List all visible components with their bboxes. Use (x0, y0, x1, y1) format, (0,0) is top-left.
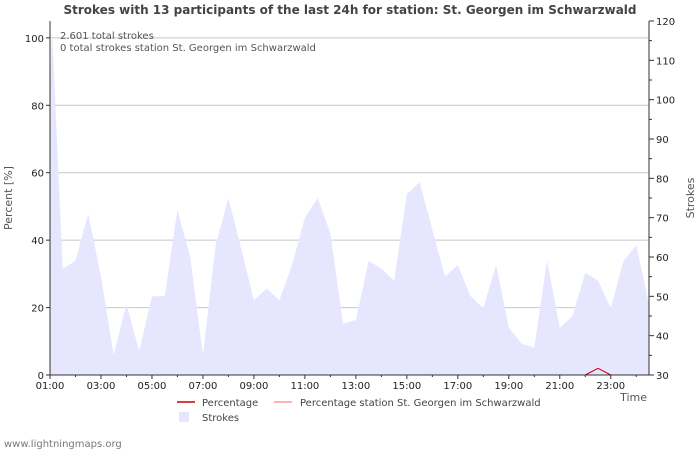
info-total-strokes: 2.601 total strokes (60, 31, 154, 42)
x-tick-label: 11:00 (290, 381, 319, 392)
percentage-line (585, 367, 612, 376)
x-tick-label: 15:00 (392, 381, 421, 392)
left-tick-label: 40 (31, 236, 44, 247)
legend-label-station: Percentage station St. Georgen im Schwar… (300, 398, 541, 409)
x-axis-ticks: 01:00 03:00 05:00 07:00 09:00 11:00 13:00 15:00… (36, 375, 637, 392)
left-tick-label: 60 (31, 169, 44, 180)
x-tick-label: 23:00 (596, 381, 625, 392)
chart-title: Strokes with 13 participants of the last… (63, 3, 636, 17)
y-right-label: Strokes (684, 177, 697, 218)
right-tick-label: 70 (656, 214, 669, 225)
info-station-strokes: 0 total strokes station St. Georgen im S… (60, 43, 316, 54)
legend: Percentage Percentage station St. George… (177, 398, 541, 424)
x-tick-label: 05:00 (138, 381, 167, 392)
x-tick-label: 01:00 (36, 381, 65, 392)
left-tick-label: 20 (31, 304, 44, 315)
right-tick-label: 60 (656, 253, 669, 264)
right-axis-ticks: 30 40 50 60 70 80 90 100 110 120 (649, 17, 675, 382)
strokes-area-layer (50, 28, 649, 376)
x-tick-label: 21:00 (545, 381, 574, 392)
right-tick-label: 80 (656, 174, 669, 185)
legend-swatch-strokes (179, 412, 189, 422)
right-tick-label: 120 (656, 17, 675, 28)
strokes-area (50, 28, 649, 376)
percentage-line-layer (585, 367, 612, 376)
left-axis-ticks: 0 20 40 60 80 100 (25, 34, 50, 382)
x-tick-label: 17:00 (443, 381, 472, 392)
legend-label-percentage: Percentage (202, 398, 258, 409)
x-tick-label: 03:00 (87, 381, 116, 392)
left-tick-label: 0 (38, 371, 44, 382)
right-tick-label: 90 (656, 135, 669, 146)
x-tick-label: 13:00 (341, 381, 370, 392)
x-tick-label: 19:00 (494, 381, 523, 392)
footer-credit: www.lightningmaps.org (4, 439, 122, 450)
right-tick-label: 50 (656, 292, 669, 303)
right-tick-label: 40 (656, 332, 669, 343)
right-tick-label: 100 (656, 96, 675, 107)
legend-label-strokes: Strokes (202, 413, 239, 424)
right-tick-label: 110 (656, 56, 675, 67)
y-left-label: Percent [%] (2, 166, 15, 230)
left-tick-label: 100 (25, 34, 44, 45)
left-tick-label: 80 (31, 101, 44, 112)
right-tick-label: 30 (656, 371, 669, 382)
x-tick-label: 09:00 (240, 381, 269, 392)
x-axis-label: Time (619, 391, 647, 404)
x-tick-label: 07:00 (189, 381, 218, 392)
